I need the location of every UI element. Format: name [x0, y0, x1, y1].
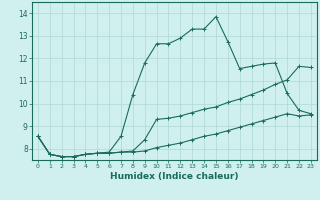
- X-axis label: Humidex (Indice chaleur): Humidex (Indice chaleur): [110, 172, 239, 181]
